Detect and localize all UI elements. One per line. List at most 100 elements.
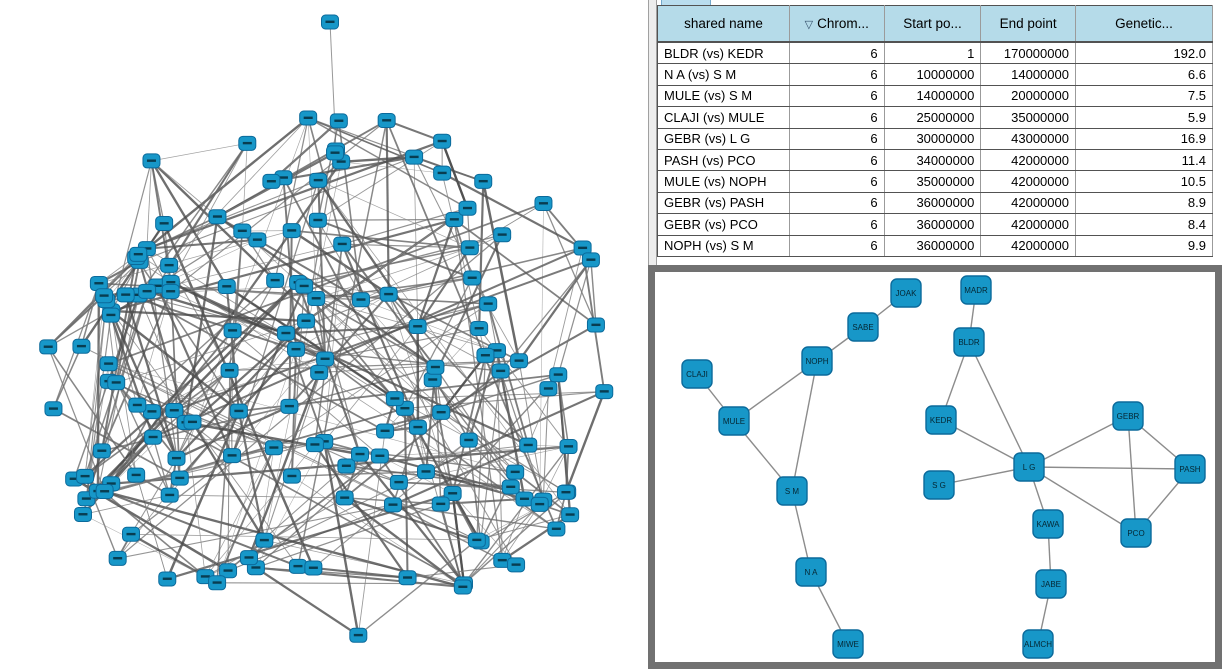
network-node-miwe[interactable]: MIWE bbox=[832, 629, 864, 659]
cell-genetic[interactable]: 192.0 bbox=[1075, 42, 1214, 65]
cell-genetic[interactable]: 11.4 bbox=[1075, 149, 1214, 172]
cell-genetic[interactable]: 6.6 bbox=[1075, 63, 1214, 86]
node-shape[interactable] bbox=[1035, 569, 1067, 599]
cell-shared-name[interactable]: MULE (vs) S M bbox=[657, 85, 790, 108]
node-shape[interactable] bbox=[718, 406, 750, 436]
cell-shared-name[interactable]: GEBR (vs) PCO bbox=[657, 213, 790, 236]
node-shape[interactable] bbox=[795, 557, 827, 587]
cell-start-po[interactable]: 35000000 bbox=[884, 170, 982, 193]
node-shape[interactable] bbox=[776, 476, 808, 506]
cell-start-po[interactable]: 34000000 bbox=[884, 149, 982, 172]
node-shape[interactable] bbox=[1032, 509, 1064, 539]
node-shape[interactable] bbox=[1120, 518, 1152, 548]
cell-end-point[interactable]: 42000000 bbox=[980, 170, 1076, 193]
cell-genetic[interactable]: 5.9 bbox=[1075, 106, 1214, 129]
node-shape[interactable] bbox=[925, 405, 957, 435]
column-header-chrom[interactable]: ▽ Chrom... bbox=[789, 5, 885, 43]
cell-chrom[interactable]: 6 bbox=[789, 85, 885, 108]
column-header-shared-name[interactable]: shared name bbox=[657, 5, 790, 43]
node-shape[interactable] bbox=[1174, 454, 1206, 484]
network-node-noph[interactable]: NOPH bbox=[801, 346, 833, 376]
cell-start-po[interactable]: 36000000 bbox=[884, 213, 982, 236]
node-shape[interactable] bbox=[953, 327, 985, 357]
table-row[interactable]: GEBR (vs) L G 6 30000000 43000000 16.9 bbox=[657, 128, 1214, 150]
network-node-pash[interactable]: PASH bbox=[1174, 454, 1206, 484]
cell-genetic[interactable]: 9.9 bbox=[1075, 235, 1214, 257]
cell-genetic[interactable]: 7.5 bbox=[1075, 85, 1214, 108]
column-header-genetic[interactable]: Genetic... bbox=[1075, 5, 1214, 43]
cell-start-po[interactable]: 1 bbox=[884, 42, 982, 65]
network-node-almch[interactable]: ALMCH bbox=[1022, 629, 1054, 659]
network-edge-noph-s-m[interactable] bbox=[791, 360, 818, 492]
cell-shared-name[interactable]: BLDR (vs) KEDR bbox=[657, 42, 790, 65]
cell-start-po[interactable]: 30000000 bbox=[884, 128, 982, 150]
cell-genetic[interactable]: 10.5 bbox=[1075, 170, 1214, 193]
network-node-s-m[interactable]: S M bbox=[776, 476, 808, 506]
cell-genetic[interactable]: 16.9 bbox=[1075, 128, 1214, 150]
network-node-kawa[interactable]: KAWA bbox=[1032, 509, 1064, 539]
cell-shared-name[interactable]: GEBR (vs) PASH bbox=[657, 192, 790, 215]
cell-chrom[interactable]: 6 bbox=[789, 149, 885, 172]
cell-end-point[interactable]: 20000000 bbox=[980, 85, 1076, 108]
network-edge-gebr-pco[interactable] bbox=[1127, 415, 1137, 534]
cell-shared-name[interactable]: GEBR (vs) L G bbox=[657, 128, 790, 150]
network-edge-l-g-gebr[interactable] bbox=[1028, 415, 1129, 468]
cell-start-po[interactable]: 25000000 bbox=[884, 106, 982, 129]
column-header-start-po[interactable]: Start po... bbox=[884, 5, 982, 43]
network-node-madr[interactable]: MADR bbox=[960, 275, 992, 305]
network-edge-l-g-pash[interactable] bbox=[1028, 466, 1191, 470]
network-node-jabe[interactable]: JABE bbox=[1035, 569, 1067, 599]
network-node-gebr[interactable]: GEBR bbox=[1112, 401, 1144, 431]
cell-end-point[interactable]: 42000000 bbox=[980, 192, 1076, 215]
cell-chrom[interactable]: 6 bbox=[789, 42, 885, 65]
node-shape[interactable] bbox=[1112, 401, 1144, 431]
cell-end-point[interactable]: 42000000 bbox=[980, 213, 1076, 236]
cell-chrom[interactable]: 6 bbox=[789, 170, 885, 193]
table-row[interactable]: N A (vs) S M 6 10000000 14000000 6.6 bbox=[657, 63, 1214, 86]
cell-chrom[interactable]: 6 bbox=[789, 63, 885, 86]
table-scrollbar[interactable] bbox=[648, 0, 657, 265]
cell-genetic[interactable]: 8.4 bbox=[1075, 213, 1214, 236]
table-row[interactable]: PASH (vs) PCO 6 34000000 42000000 11.4 bbox=[657, 149, 1214, 172]
network-node-kedr[interactable]: KEDR bbox=[925, 405, 957, 435]
column-header-end-point[interactable]: End point bbox=[980, 5, 1076, 43]
node-shape[interactable] bbox=[681, 359, 713, 389]
table-row[interactable]: GEBR (vs) PCO 6 36000000 42000000 8.4 bbox=[657, 213, 1214, 236]
cell-end-point[interactable]: 35000000 bbox=[980, 106, 1076, 129]
network-node-bldr[interactable]: BLDR bbox=[953, 327, 985, 357]
cell-genetic[interactable]: 8.9 bbox=[1075, 192, 1214, 215]
table-row[interactable]: CLAJI (vs) MULE 6 25000000 35000000 5.9 bbox=[657, 106, 1214, 129]
cell-end-point[interactable]: 14000000 bbox=[980, 63, 1076, 86]
node-shape[interactable] bbox=[960, 275, 992, 305]
cell-end-point[interactable]: 42000000 bbox=[980, 149, 1076, 172]
network-node-pco[interactable]: PCO bbox=[1120, 518, 1152, 548]
table-row[interactable]: MULE (vs) S M 6 14000000 20000000 7.5 bbox=[657, 85, 1214, 108]
node-shape[interactable] bbox=[890, 278, 922, 308]
cell-chrom[interactable]: 6 bbox=[789, 235, 885, 257]
table-row[interactable]: NOPH (vs) S M 6 36000000 42000000 9.9 bbox=[657, 235, 1214, 257]
network-node-joak[interactable]: JOAK bbox=[890, 278, 922, 308]
cell-end-point[interactable]: 43000000 bbox=[980, 128, 1076, 150]
cell-start-po[interactable]: 36000000 bbox=[884, 235, 982, 257]
cell-start-po[interactable]: 14000000 bbox=[884, 85, 982, 108]
cell-shared-name[interactable]: MULE (vs) NOPH bbox=[657, 170, 790, 193]
node-shape[interactable] bbox=[1022, 629, 1054, 659]
cell-start-po[interactable]: 36000000 bbox=[884, 192, 982, 215]
sub-network-view[interactable]: JOAK MADR SABE NOPH BLDR CLAJI MULE KEDR GEBR L G… bbox=[648, 265, 1222, 669]
node-shape[interactable] bbox=[923, 470, 955, 500]
network-node-mule[interactable]: MULE bbox=[718, 406, 750, 436]
cell-end-point[interactable]: 42000000 bbox=[980, 235, 1076, 257]
network-node-s-g[interactable]: S G bbox=[923, 470, 955, 500]
cell-chrom[interactable]: 6 bbox=[789, 213, 885, 236]
network-node-sabe[interactable]: SABE bbox=[847, 312, 879, 342]
cell-shared-name[interactable]: PASH (vs) PCO bbox=[657, 149, 790, 172]
cell-end-point[interactable]: 170000000 bbox=[980, 42, 1076, 65]
cell-start-po[interactable]: 10000000 bbox=[884, 63, 982, 86]
table-row[interactable]: GEBR (vs) PASH 6 36000000 42000000 8.9 bbox=[657, 192, 1214, 215]
main-network-view[interactable] bbox=[0, 0, 650, 669]
network-edge-bldr-l-g[interactable] bbox=[968, 341, 1030, 468]
sub-network-canvas[interactable]: JOAK MADR SABE NOPH BLDR CLAJI MULE KEDR GEBR L G… bbox=[655, 272, 1215, 662]
node-shape[interactable] bbox=[801, 346, 833, 376]
cell-shared-name[interactable]: CLAJI (vs) MULE bbox=[657, 106, 790, 129]
cell-chrom[interactable]: 6 bbox=[789, 128, 885, 150]
